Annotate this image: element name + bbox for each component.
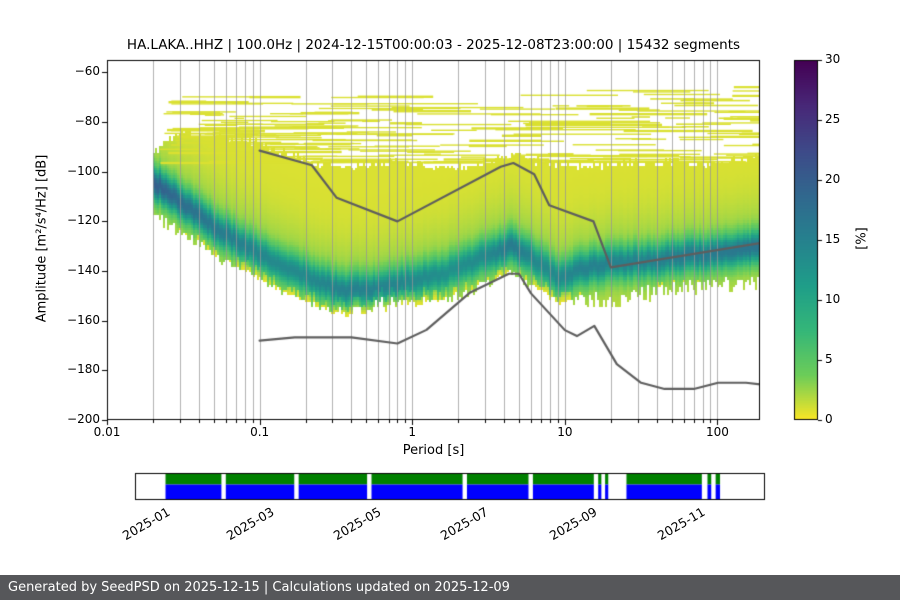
colorbar-label: [%] [854, 227, 870, 250]
y-tick-label: −80 [74, 114, 100, 129]
colorbar-tick-label: 25 [825, 112, 841, 126]
y-axis-label: Amplitude [m²/s⁴/Hz] [dB] [34, 154, 50, 323]
y-tick-label: −160 [67, 312, 100, 327]
y-tick-label: −60 [74, 64, 100, 79]
y-tick-label: −200 [67, 412, 100, 426]
y-tick-label: −140 [67, 263, 100, 278]
colorbar-tick-label: 5 [825, 352, 833, 366]
y-tick-label: −180 [67, 362, 100, 377]
footer-text: Generated by SeedPSD on 2025-12-15 | Cal… [8, 580, 510, 595]
x-tick-label: 10 [557, 425, 573, 439]
x-axis-label: Period [s] [402, 443, 465, 458]
colorbar-tick-label: 0 [825, 412, 833, 426]
plot-title: HA.LAKA..HHZ | 100.0Hz | 2024-12-15T00:0… [126, 37, 741, 53]
colorbar-tick-label: 20 [825, 172, 841, 186]
y-tick-label: −100 [67, 163, 100, 178]
colorbar-tick-label: 10 [825, 292, 841, 306]
x-tick-label: 0.1 [250, 425, 270, 439]
x-tick-label: 100 [706, 425, 729, 439]
colorbar-tick-label: 15 [825, 232, 841, 246]
x-tick-label: 0.01 [93, 425, 121, 439]
y-tick-label: −120 [67, 213, 100, 228]
footer-bar: Generated by SeedPSD on 2025-12-15 | Cal… [0, 575, 900, 600]
x-tick-label: 1 [408, 425, 417, 439]
colorbar-tick-label: 30 [825, 52, 841, 66]
